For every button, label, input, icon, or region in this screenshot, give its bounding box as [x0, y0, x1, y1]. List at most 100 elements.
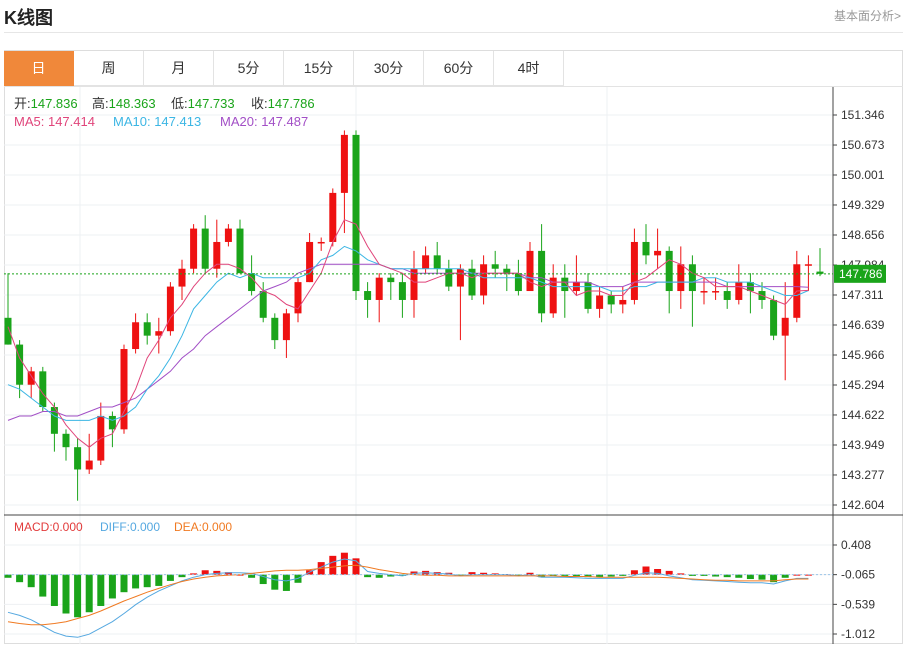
- candle-body: [224, 228, 232, 242]
- macd-bar: [561, 574, 569, 576]
- candle-body: [630, 241, 638, 300]
- macd-bar: [491, 573, 499, 575]
- ma20-legend: MA20: 147.487: [220, 114, 308, 129]
- moving-average-lines: [7, 219, 809, 448]
- tab-week[interactable]: 周: [74, 51, 144, 86]
- chart-grid: [4, 87, 903, 644]
- macd-bar: [248, 574, 256, 578]
- candle-body: [619, 299, 627, 305]
- tab-month[interactable]: 月: [144, 51, 214, 86]
- close-label: 收:147.786: [251, 96, 315, 111]
- tab-60min[interactable]: 60分: [424, 51, 494, 86]
- candle-body: [398, 282, 406, 300]
- candlestick-series: [4, 130, 824, 501]
- price-tick-label: 145.294: [841, 378, 885, 392]
- candle-body: [178, 268, 186, 287]
- candle-body: [804, 264, 812, 266]
- macd-bar: [398, 574, 406, 576]
- price-tick-label: 144.622: [841, 408, 885, 422]
- candle-body: [329, 192, 337, 242]
- last-price-box: [834, 264, 886, 283]
- candle-body: [422, 255, 430, 269]
- ma10-line: [7, 245, 809, 421]
- high-value: 148.363: [109, 96, 156, 111]
- candle-body: [584, 282, 592, 309]
- macd-tick-label: -1.012: [841, 627, 875, 641]
- macd-bar: [329, 555, 337, 575]
- tab-30min[interactable]: 30分: [354, 51, 424, 86]
- candle-body: [596, 295, 604, 309]
- macd-bar: [677, 573, 685, 575]
- candle-body: [503, 268, 511, 274]
- candle-body: [700, 291, 708, 293]
- tab-4hour[interactable]: 4时: [494, 51, 564, 86]
- macd-bar: [352, 558, 360, 575]
- candle-body: [282, 313, 290, 341]
- candle-body: [4, 317, 12, 345]
- tab-15min[interactable]: 15分: [284, 51, 354, 86]
- candle-body: [248, 273, 256, 292]
- macd-legend: MACD:0.000: [14, 520, 83, 534]
- fundamental-analysis-link[interactable]: 基本面分析>: [833, 9, 901, 23]
- candle-body: [712, 291, 720, 293]
- dea-line: [7, 564, 809, 626]
- open-value: 147.836: [31, 96, 78, 111]
- macd-bar: [201, 570, 209, 575]
- last-price-label: 147.786: [839, 267, 883, 281]
- macd-bar: [271, 574, 279, 590]
- candle-body: [352, 134, 360, 292]
- macd-bar: [387, 574, 395, 577]
- price-tick-label: 150.001: [841, 168, 885, 182]
- candle-body: [62, 433, 70, 448]
- macd-bar: [50, 574, 58, 606]
- price-tick-label: 149.329: [841, 198, 885, 212]
- macd-bar: [282, 574, 290, 591]
- candle-body: [74, 447, 82, 470]
- header: K线图 基本面分析>: [0, 0, 907, 34]
- candle-body: [143, 322, 151, 336]
- macd-bar: [723, 574, 731, 578]
- ma5-line: [7, 219, 809, 448]
- candle-body: [491, 264, 499, 269]
- candle-body: [514, 273, 522, 292]
- candle-body: [561, 277, 569, 292]
- candle-body: [375, 277, 383, 300]
- candle-body: [770, 299, 778, 336]
- macd-bar: [143, 574, 151, 588]
- price-tick-label: 151.346: [841, 108, 885, 122]
- header-divider: [4, 32, 903, 33]
- macd-bar: [190, 573, 198, 575]
- high-label: 高:148.363: [92, 96, 156, 111]
- candle-body: [410, 268, 418, 300]
- candle-body: [108, 415, 116, 430]
- candle-body: [549, 277, 557, 314]
- candle-body: [468, 268, 476, 296]
- period-tabs: 日 周 月 5分 15分 30分 60分 4时: [4, 51, 564, 86]
- candle-body: [816, 271, 824, 274]
- macd-bar: [155, 574, 163, 586]
- candle-body: [50, 407, 58, 434]
- price-axis: 151.346150.673150.001149.329148.656147.9…: [833, 108, 885, 641]
- low-value: 147.733: [188, 96, 235, 111]
- macd-bar: [178, 574, 186, 578]
- macd-bar: [596, 574, 604, 578]
- tab-5min[interactable]: 5分: [214, 51, 284, 86]
- candle-body: [294, 282, 302, 314]
- candle-body: [271, 317, 279, 341]
- macd-tick-label: -0.539: [841, 597, 875, 611]
- macd-bar: [16, 574, 24, 583]
- macd-bar: [514, 574, 522, 576]
- candle-body: [190, 228, 198, 269]
- candle-body: [364, 291, 372, 300]
- macd-bar: [712, 574, 720, 577]
- open-label: 开:147.836: [14, 96, 78, 111]
- candle-body: [677, 264, 685, 292]
- macd-bar: [132, 574, 140, 589]
- macd-bar: [549, 574, 557, 576]
- candle-body: [642, 241, 650, 256]
- macd-bar: [630, 570, 638, 575]
- ma10-legend: MA10: 147.413: [113, 114, 201, 129]
- tab-day[interactable]: 日: [4, 51, 74, 86]
- macd-bar: [120, 574, 128, 593]
